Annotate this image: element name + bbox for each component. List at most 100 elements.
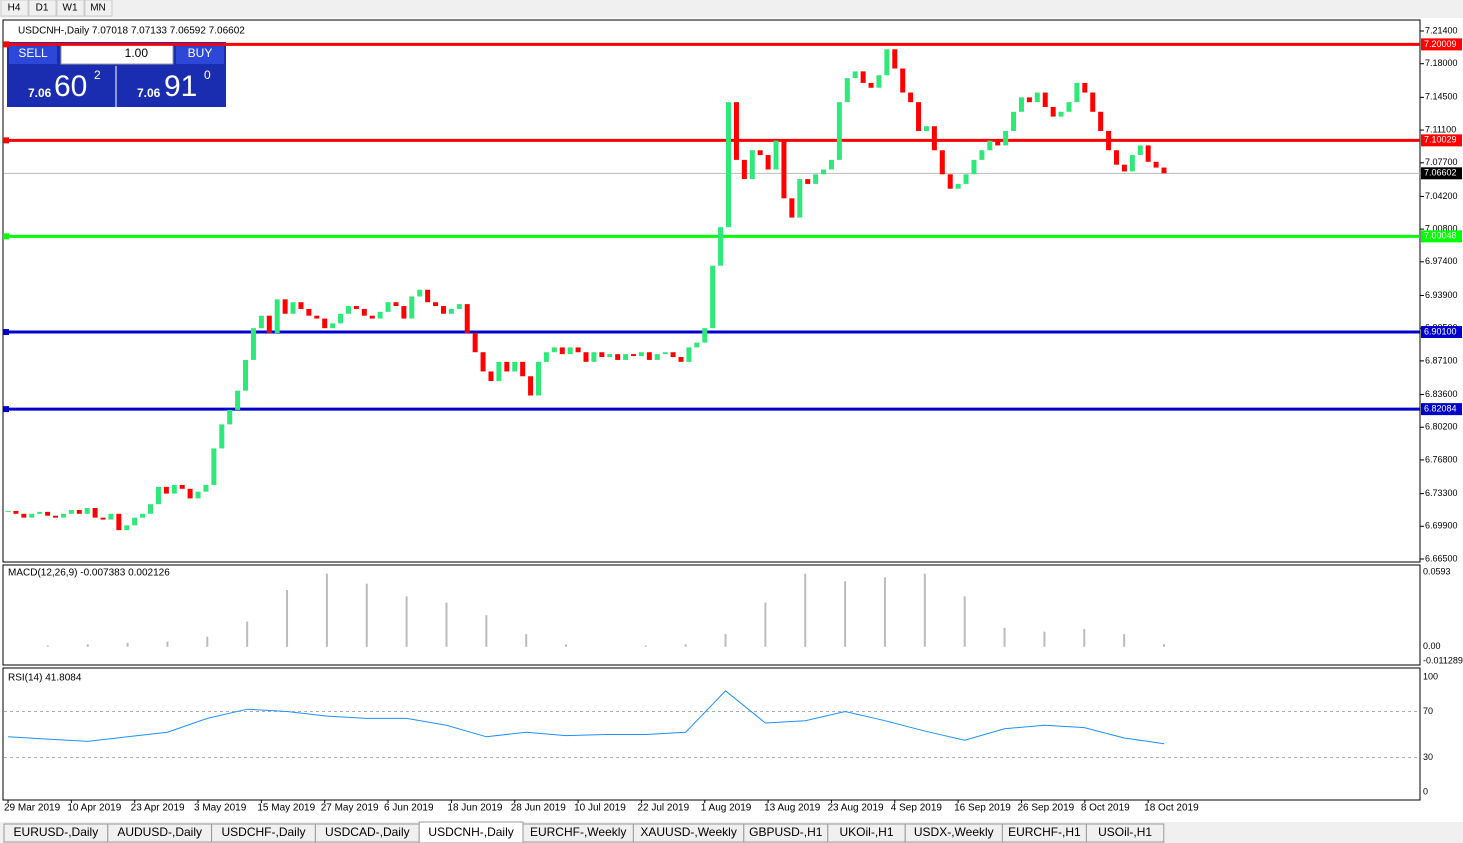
candle <box>726 102 732 228</box>
candle <box>1011 111 1017 132</box>
candle <box>203 484 209 492</box>
x-tick-label: 8 Oct 2019 <box>1081 803 1130 814</box>
rsi-title: RSI(14) 41.8084 <box>8 673 82 684</box>
y-tick-label: 7.07700 <box>1425 157 1458 167</box>
toolbar <box>0 0 1463 18</box>
level-label: 7.20009 <box>1424 39 1457 49</box>
sell-price-big: 7.06 <box>28 86 52 100</box>
timeframe-label: W1 <box>63 3 78 14</box>
candle <box>971 159 977 175</box>
candle <box>1106 131 1112 151</box>
candle <box>520 361 526 377</box>
y-tick-label: 6.80200 <box>1425 422 1458 432</box>
buy-price-sup: 0 <box>204 68 211 82</box>
candle <box>187 488 193 499</box>
candle <box>472 332 478 353</box>
candle <box>836 102 842 160</box>
candle <box>179 484 185 489</box>
candle <box>575 347 581 353</box>
candle <box>670 352 676 358</box>
tab-label: USDX-,Weekly <box>914 825 994 839</box>
x-tick-label: 3 May 2019 <box>194 803 247 814</box>
candle <box>638 352 644 357</box>
candle <box>923 126 929 132</box>
candle <box>733 102 739 160</box>
level-handle[interactable] <box>3 41 9 48</box>
sell-label: SELL <box>18 46 48 60</box>
tab-label: UKOil-,H1 <box>839 825 893 839</box>
y-tick-label: 7.18000 <box>1425 58 1458 68</box>
candle <box>900 68 906 93</box>
macd-tick-label: 0.00 <box>1423 641 1441 651</box>
candle <box>132 517 138 526</box>
y-tick-label: 6.97400 <box>1425 256 1458 266</box>
candle <box>1042 92 1048 107</box>
candle <box>322 318 328 329</box>
candle <box>60 513 66 518</box>
level-label: 7.10029 <box>1424 135 1457 145</box>
candle <box>844 78 850 103</box>
candle <box>979 150 985 160</box>
candle <box>987 140 993 151</box>
candle <box>417 289 423 297</box>
candle <box>1137 145 1143 156</box>
candle <box>931 126 937 151</box>
candle <box>393 302 399 307</box>
level-box <box>1421 230 1462 243</box>
y-tick-label: 7.21400 <box>1425 25 1458 35</box>
timeframe-button[interactable] <box>28 0 57 17</box>
candle <box>773 140 779 170</box>
candle <box>615 354 621 360</box>
candle <box>456 304 462 309</box>
timeframe-button[interactable] <box>0 0 29 17</box>
level-handle[interactable] <box>3 329 9 336</box>
y-tick-label: 6.76800 <box>1425 454 1458 464</box>
level-handle[interactable] <box>3 137 9 144</box>
candle <box>1003 131 1009 146</box>
candle <box>377 311 383 319</box>
candle <box>274 299 280 333</box>
candle <box>53 515 59 518</box>
lot-input[interactable] <box>60 43 174 65</box>
level-box <box>1421 38 1462 51</box>
current-price-label: 7.06602 <box>1424 168 1457 178</box>
level-handle[interactable] <box>3 233 9 240</box>
timeframe-label: MN <box>90 3 106 14</box>
candle <box>1153 161 1159 168</box>
candle <box>631 354 637 357</box>
candle <box>741 159 747 180</box>
timeframe-button[interactable] <box>84 0 113 17</box>
tab[interactable] <box>1085 823 1165 843</box>
x-tick-label: 29 Mar 2019 <box>4 803 61 814</box>
candle <box>76 509 82 514</box>
level-handle[interactable] <box>3 406 9 413</box>
candle <box>607 354 613 358</box>
rsi-pane <box>2 667 1421 801</box>
candle <box>290 302 296 314</box>
candle <box>528 376 534 396</box>
chart-title: USDCNH-,Daily 7.07018 7.07133 7.06592 7.… <box>18 26 245 37</box>
x-tick-label: 26 Sep 2019 <box>1017 803 1074 814</box>
candle <box>496 361 502 382</box>
sell-button[interactable] <box>9 44 57 64</box>
candle <box>1161 167 1167 174</box>
macd-tick-label: -0.011289 <box>1423 655 1463 665</box>
candle <box>306 308 312 316</box>
candle <box>876 75 882 88</box>
candle <box>623 354 629 360</box>
timeframe-button[interactable] <box>56 0 85 17</box>
candle <box>433 302 439 307</box>
x-tick-label: 22 Jul 2019 <box>637 803 689 814</box>
rsi-tick-label: 70 <box>1423 706 1433 716</box>
x-tick-label: 27 May 2019 <box>321 803 379 814</box>
candle <box>551 347 557 353</box>
candle <box>148 504 154 514</box>
candle <box>369 315 375 319</box>
x-tick-label: 1 Aug 2019 <box>701 803 752 814</box>
x-tick-label: 16 Sep 2019 <box>954 803 1011 814</box>
buy-button[interactable] <box>176 44 224 64</box>
candle <box>353 306 359 309</box>
candle <box>916 102 922 132</box>
